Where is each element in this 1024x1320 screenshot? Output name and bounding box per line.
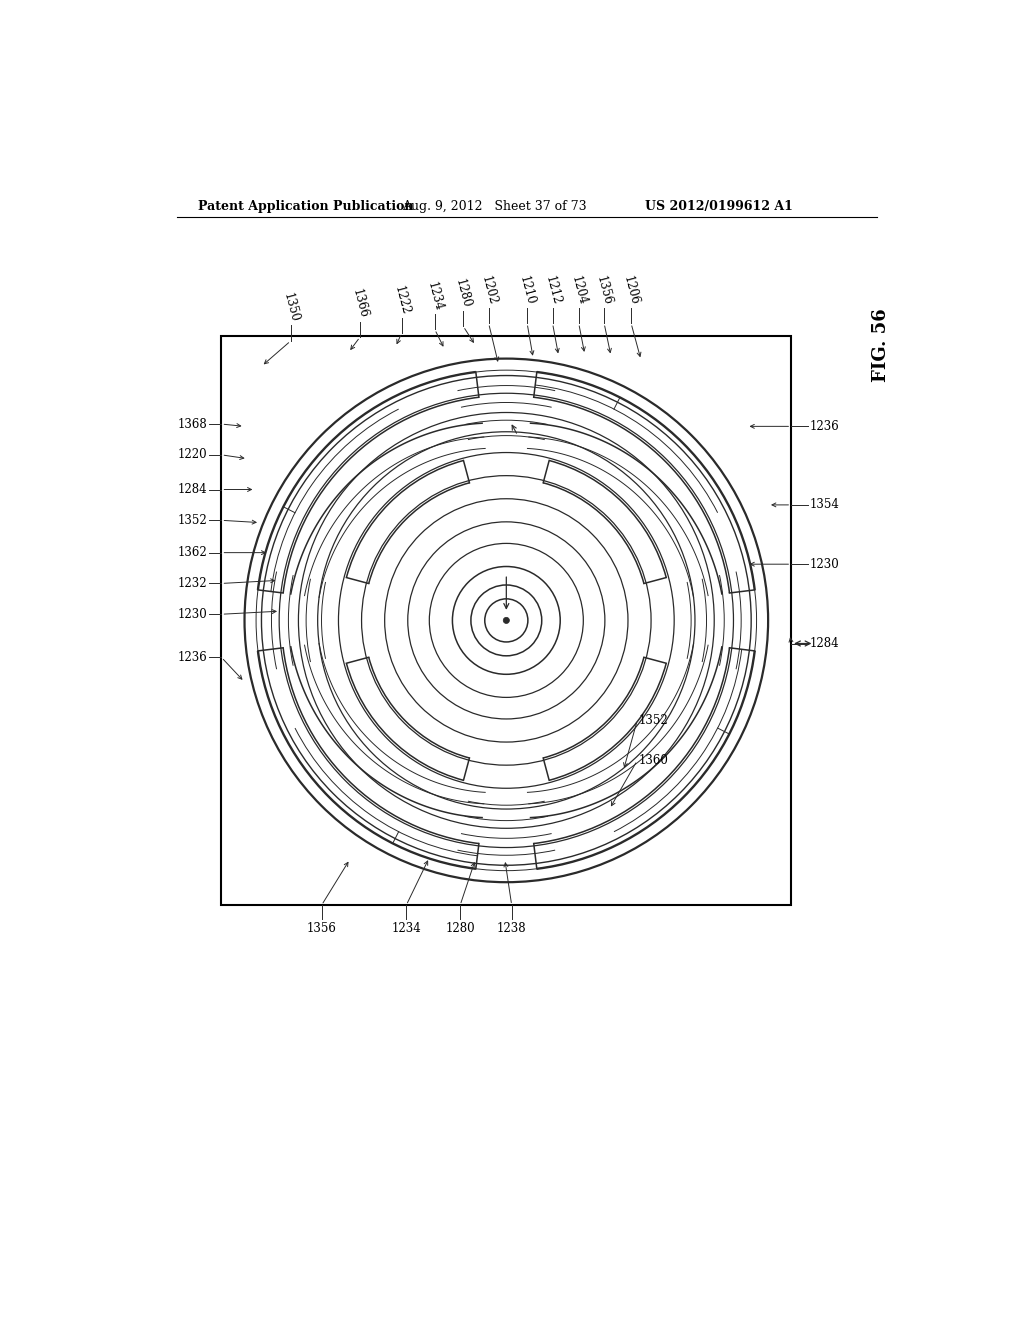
Text: Patent Application Publication: Patent Application Publication — [199, 199, 414, 213]
Text: 1210: 1210 — [517, 275, 538, 306]
Text: 1368: 1368 — [178, 417, 208, 430]
Text: 1284: 1284 — [810, 638, 840, 649]
Text: 1356: 1356 — [594, 275, 614, 306]
Text: 1236: 1236 — [178, 651, 208, 664]
Bar — [221, 335, 792, 906]
Text: 1230: 1230 — [178, 607, 208, 620]
Text: 1202: 1202 — [478, 275, 499, 306]
Text: Aug. 9, 2012   Sheet 37 of 73: Aug. 9, 2012 Sheet 37 of 73 — [401, 199, 586, 213]
Text: FIG. 56: FIG. 56 — [872, 309, 890, 383]
Text: 1212: 1212 — [543, 275, 562, 306]
Text: 1220: 1220 — [178, 449, 208, 462]
Text: 1234: 1234 — [391, 923, 421, 936]
Text: 1222: 1222 — [391, 284, 412, 317]
Text: 1350: 1350 — [281, 292, 301, 323]
Text: 1360: 1360 — [639, 754, 669, 767]
Text: 1230: 1230 — [810, 557, 840, 570]
Text: 1354: 1354 — [810, 499, 840, 511]
Text: 1280: 1280 — [453, 277, 473, 309]
Text: 1352: 1352 — [639, 714, 669, 727]
Text: 1206: 1206 — [621, 275, 641, 306]
Text: 1236: 1236 — [810, 420, 840, 433]
Text: 1366: 1366 — [350, 288, 370, 321]
Text: 1204: 1204 — [568, 275, 589, 306]
Text: 1234: 1234 — [425, 280, 444, 313]
Text: 1284: 1284 — [178, 483, 208, 496]
Circle shape — [503, 618, 509, 623]
Text: 1352: 1352 — [178, 513, 208, 527]
Text: 1280: 1280 — [445, 923, 475, 936]
Text: US 2012/0199612 A1: US 2012/0199612 A1 — [645, 199, 793, 213]
Text: 1356: 1356 — [306, 923, 337, 936]
Text: 1362: 1362 — [178, 546, 208, 560]
Text: 1238: 1238 — [497, 923, 526, 936]
Text: 1232: 1232 — [178, 577, 208, 590]
